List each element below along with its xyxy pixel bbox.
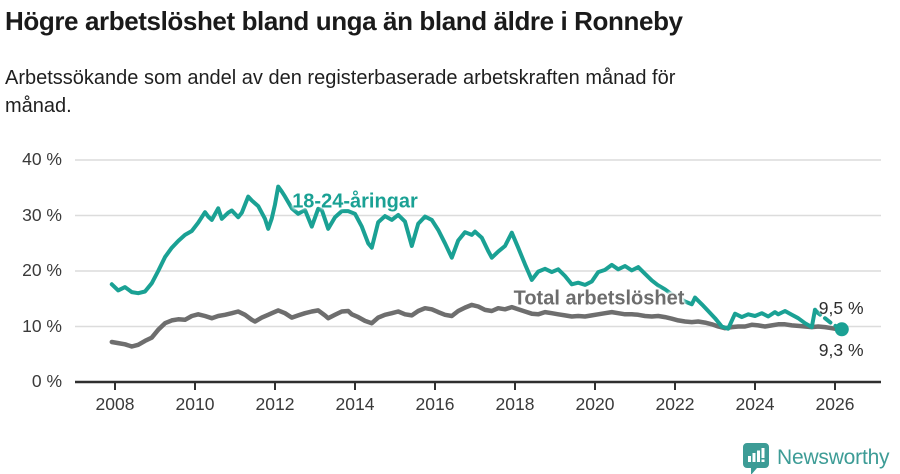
x-tick-label: 2010	[175, 394, 215, 414]
end-value-total: 9,3 %	[818, 340, 864, 361]
x-tick-label: 2024	[735, 394, 775, 414]
series-line-young	[109, 184, 817, 331]
newsworthy-logo: Newsworthy	[742, 441, 890, 474]
x-tick-label: 2018	[495, 394, 535, 414]
end-value-young: 9,5 %	[818, 298, 864, 319]
chart-subtitle: Arbetssökande som andel av den registerb…	[5, 64, 855, 120]
page-title: Högre arbetslöshet bland unga än bland ä…	[5, 6, 683, 36]
subtitle-line-2: månad.	[5, 95, 72, 117]
x-tick-label: 2020	[575, 394, 615, 414]
x-tick-label: 2022	[655, 394, 695, 414]
x-tick-label: 2026	[815, 394, 855, 414]
y-tick-label: 40 %	[22, 149, 62, 169]
series-label-total: Total arbetslöshet	[513, 287, 685, 310]
latest-value-dot	[834, 322, 849, 337]
y-tick-label: 10 %	[22, 315, 62, 336]
x-tick-label: 2014	[335, 394, 375, 414]
series-line-total	[109, 302, 845, 349]
series-label-young: 18-24-åringar	[292, 190, 418, 213]
x-tick-label: 2016	[415, 394, 455, 414]
x-tick-label: 2008	[95, 394, 135, 414]
y-tick-label: 0 %	[31, 371, 62, 391]
newsworthy-icon	[743, 442, 769, 474]
subtitle-line-1: Arbetssökande som andel av den registerb…	[5, 67, 676, 89]
newsworthy-wordmark: Newsworthy	[777, 446, 890, 469]
x-tick-label: 2012	[255, 394, 295, 414]
y-tick-label: 20 %	[22, 260, 62, 280]
y-tick-label: 30 %	[22, 204, 62, 225]
